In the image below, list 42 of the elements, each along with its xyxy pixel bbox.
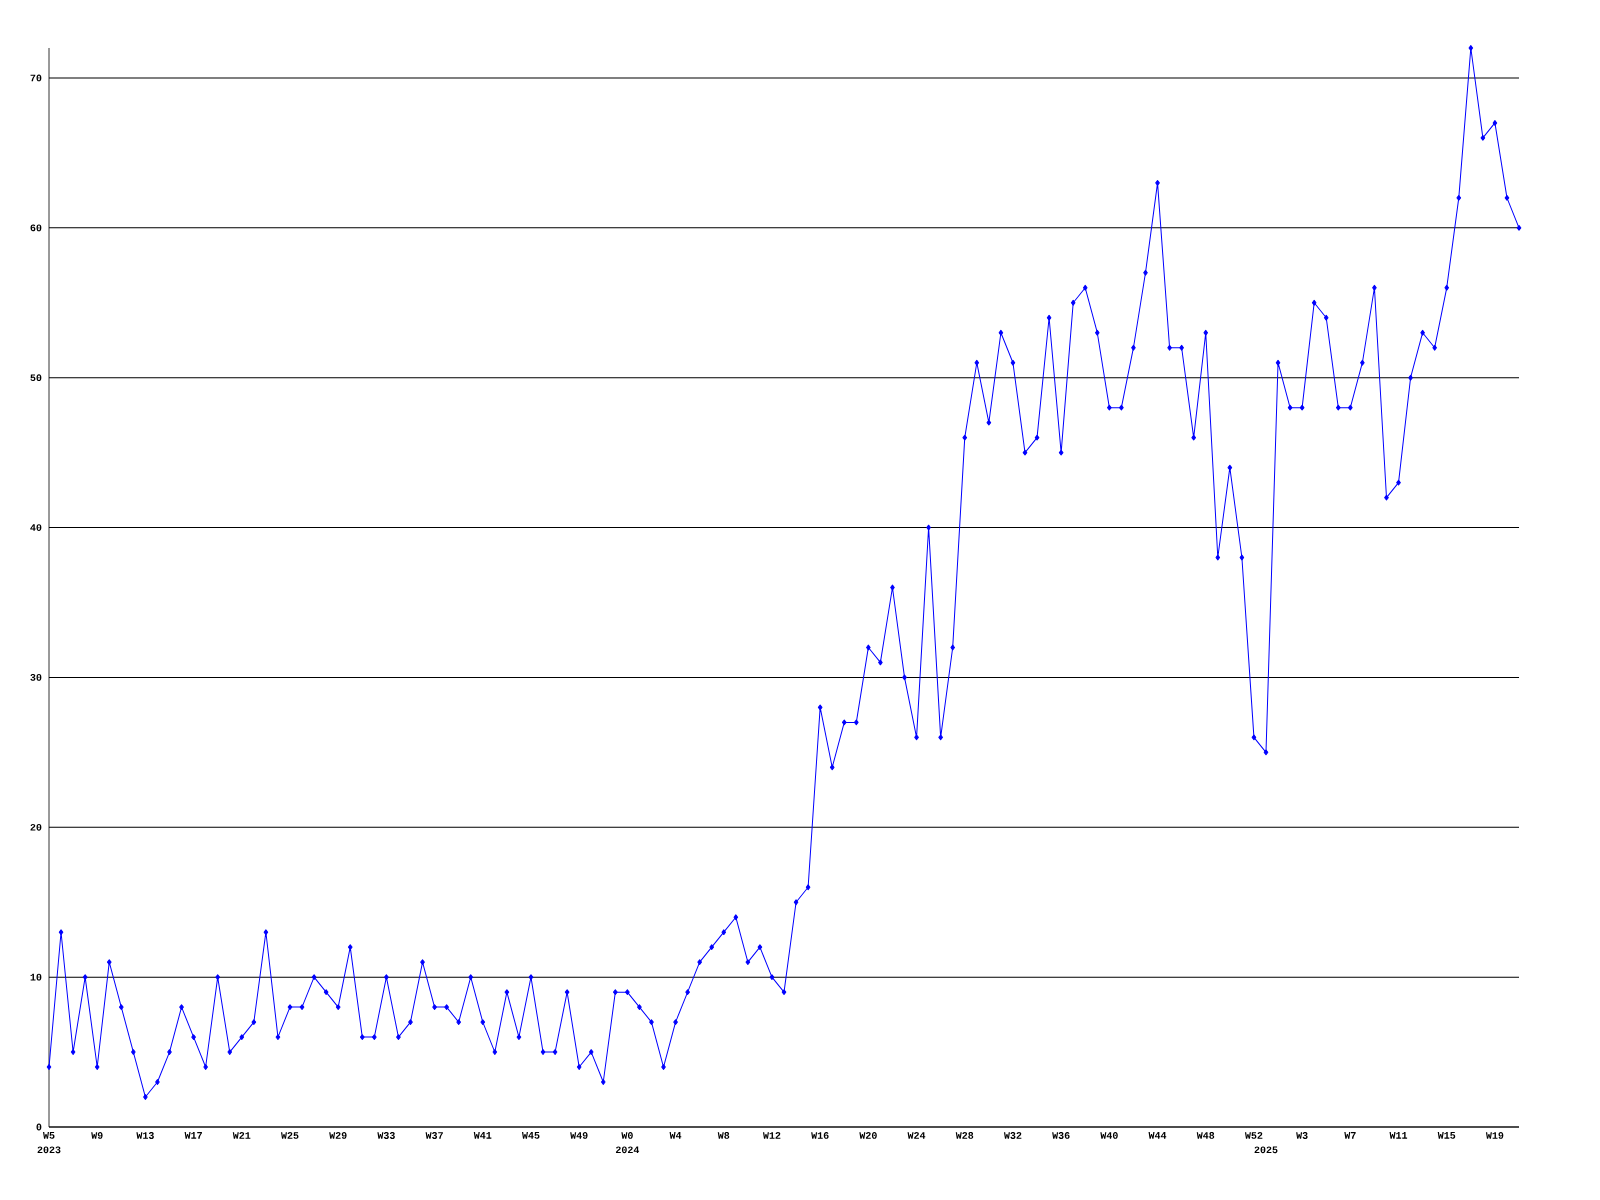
y-tick-label: 60 [30,224,42,232]
text: 2023 [37,1146,61,1154]
x-tick-label: W11 [1389,1132,1408,1139]
x-tick-label: W52 [1244,1132,1263,1139]
x-tick-label: W48 [1196,1132,1215,1139]
x-tick-label: W24 [907,1132,926,1139]
x-tick-label: W3 [1296,1132,1308,1139]
x-tick-label: W20 [859,1132,877,1139]
x-tick-label: W4 [669,1132,682,1139]
x-tick-label: W17 [184,1132,202,1139]
y-tick-label: 50 [30,374,42,382]
x-tick-label: W36 [1052,1132,1070,1139]
y-tick-label: 40 [30,524,42,531]
x-tick-label: W28 [955,1132,974,1139]
y-tick-label: 10 [30,973,42,981]
x-tick-label: W40 [1100,1132,1118,1139]
x-tick-label: W41 [473,1132,492,1139]
x-tick-label: W5 [43,1132,55,1139]
x-tick-label: W15 [1437,1132,1456,1139]
x-tick-label: W29 [329,1132,347,1139]
x-tick-label: W12 [762,1132,781,1139]
y-tick-label: 0 [36,1123,42,1131]
x-tick-label: W33 [377,1132,395,1139]
x-tick-label: W13 [136,1132,154,1139]
x-tick-label: W7 [1344,1132,1356,1139]
x-tick-label: W49 [570,1132,588,1139]
y-tick-label: 30 [30,674,42,681]
x-tick-label: W44 [1148,1132,1167,1139]
y-tick-label: 70 [30,74,42,82]
x-tick-label: W19 [1485,1132,1504,1139]
x-tick-label: W21 [232,1132,251,1139]
x-tick-label: W0 [621,1132,633,1139]
x-tick-label: W8 [717,1132,730,1139]
x-tick-label: W45 [521,1132,540,1139]
x-tick-label: W25 [280,1132,299,1139]
x-tick-label: W32 [1003,1132,1022,1139]
x-tick-label: W37 [425,1132,443,1139]
x-tick-label: W16 [811,1132,829,1139]
x-tick-label: W9 [91,1132,103,1139]
y-tick-label: 20 [30,823,42,831]
text: 2024 [615,1146,640,1154]
text: 2025 [1254,1146,1278,1154]
